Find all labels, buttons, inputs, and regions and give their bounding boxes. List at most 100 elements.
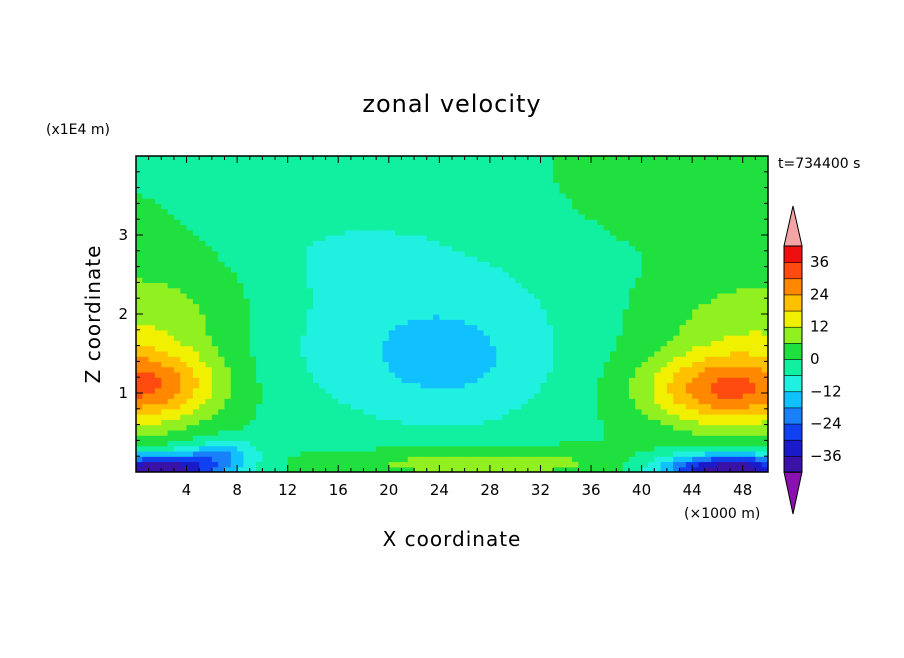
contour-cell (616, 208, 624, 215)
contour-cell (736, 382, 744, 389)
contour-cell (426, 298, 434, 305)
contour-cell (376, 377, 384, 384)
contour-cell (698, 303, 706, 310)
contour-cell (458, 250, 466, 257)
contour-cell (350, 387, 358, 394)
contour-cell (527, 245, 535, 252)
contour-cell (654, 224, 662, 231)
contour-cell (376, 440, 384, 447)
contour-cell (521, 277, 529, 283)
contour-cell (692, 398, 700, 405)
contour-cell (685, 361, 693, 368)
contour-cell (186, 424, 194, 431)
contour-cell (704, 271, 712, 278)
contour-cell (673, 356, 681, 362)
contour-cell (445, 335, 453, 341)
contour-cell (243, 245, 251, 252)
contour-cell (319, 340, 327, 347)
contour-cell (433, 414, 440, 420)
contour-cell (489, 456, 497, 463)
contour-cell (572, 266, 579, 273)
contour-cell (401, 371, 409, 378)
contour-cell (635, 461, 643, 468)
contour-cell (628, 377, 636, 384)
contour-cell (603, 361, 611, 368)
contour-cell (180, 335, 188, 341)
contour-cell (521, 403, 529, 410)
contour-cell (755, 282, 763, 289)
contour-cell (565, 271, 573, 278)
contour-cell (578, 319, 586, 326)
contour-cell (704, 382, 712, 389)
contour-cell (527, 456, 535, 463)
contour-cell (414, 456, 421, 463)
contour-cell (142, 292, 150, 299)
contour-cell (382, 361, 390, 368)
contour-cell (755, 271, 763, 278)
contour-cell (388, 403, 396, 410)
contour-cell (433, 208, 440, 215)
contour-cell (628, 382, 636, 389)
contour-cell (338, 371, 346, 378)
contour-cell (388, 398, 396, 405)
contour-cell (458, 229, 466, 236)
contour-cell (433, 356, 440, 362)
contour-cell (262, 314, 270, 320)
chart-title: zonal velocity (362, 90, 541, 118)
contour-cell (470, 324, 478, 331)
contour-cell (679, 245, 687, 252)
contour-cell (275, 398, 282, 405)
contour-cell (666, 398, 674, 405)
contour-cell (610, 371, 617, 378)
contour-cell (723, 350, 731, 357)
contour-cell (230, 435, 238, 441)
contour-cell (534, 414, 542, 420)
contour-cell (483, 266, 491, 273)
contour-cell (502, 340, 510, 347)
contour-cell (666, 440, 674, 447)
contour-cell (685, 229, 693, 236)
contour-cell (344, 377, 352, 384)
contour-cell (736, 356, 744, 362)
contour-cell (376, 335, 384, 341)
contour-cell (180, 213, 188, 220)
contour-cell (306, 461, 314, 468)
contour-cell (173, 277, 181, 283)
contour-cell (154, 398, 162, 405)
contour-cell (142, 335, 150, 341)
contour-cell (186, 350, 194, 357)
contour-cell (515, 440, 523, 447)
contour-cell (300, 235, 308, 241)
contour-cell (458, 219, 466, 226)
contour-cell (161, 450, 169, 457)
contour-cell (167, 356, 175, 362)
contour-cell (591, 466, 598, 472)
contour-cell (439, 350, 447, 357)
contour-cell (294, 308, 301, 315)
contour-cell (515, 403, 523, 410)
contour-cell (325, 303, 333, 310)
contour-cell (199, 466, 207, 472)
contour-cell (742, 361, 750, 368)
contour-cell (173, 219, 181, 226)
contour-cell (635, 292, 643, 299)
contour-cell (268, 329, 276, 336)
contour-cell (565, 292, 573, 299)
contour-cell (414, 382, 421, 389)
contour-cell (458, 292, 466, 299)
contour-cell (673, 345, 681, 352)
contour-cell (186, 229, 194, 236)
contour-cell (281, 377, 289, 384)
contour-cell (350, 256, 358, 262)
contour-cell (622, 266, 630, 273)
contour-cell (685, 261, 693, 268)
contour-cell (287, 429, 295, 436)
contour-cell (578, 266, 586, 273)
contour-cell (338, 235, 346, 241)
contour-cell (635, 219, 643, 226)
contour-cell (660, 224, 668, 231)
contour-cell (154, 393, 162, 399)
contour-cell (553, 445, 561, 452)
contour-cell (249, 398, 257, 405)
contour-cell (376, 292, 384, 299)
